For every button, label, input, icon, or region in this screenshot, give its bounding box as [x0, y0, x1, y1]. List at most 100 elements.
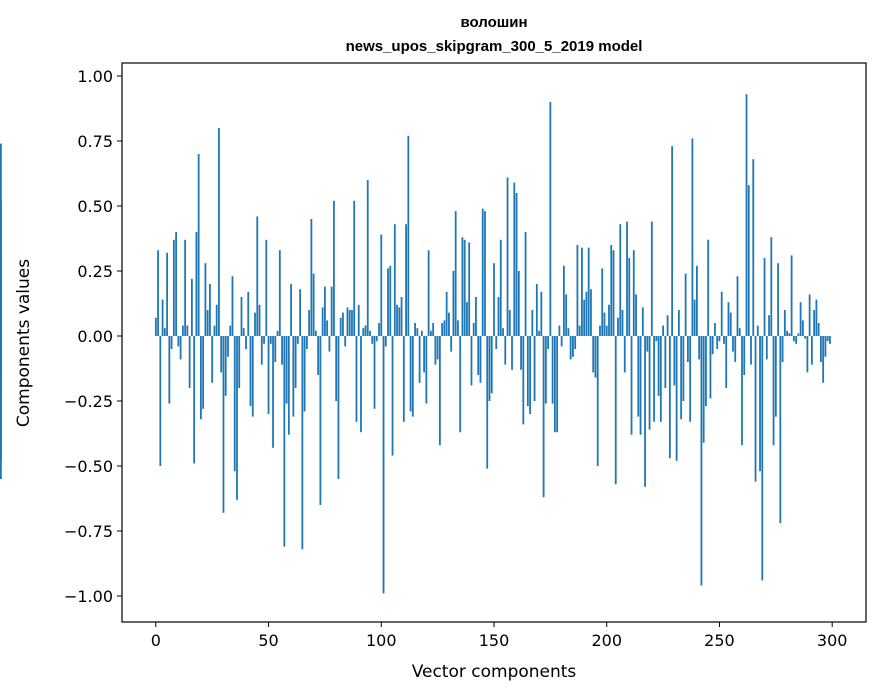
bar-25 [211, 336, 214, 383]
bar-63 [296, 336, 299, 344]
bar-3 [161, 299, 164, 336]
bar-135 [459, 336, 462, 433]
bar-127 [441, 323, 444, 336]
bar-210 [628, 258, 631, 336]
bar-142 [475, 297, 477, 336]
bar-51 [269, 336, 272, 344]
bar-227 [666, 315, 669, 336]
bar-208 [623, 336, 626, 373]
bar-172 [542, 336, 545, 498]
y-tick-label: 0.50 [77, 197, 113, 216]
bar-150 [493, 263, 495, 336]
y-tick-label: −1.00 [64, 587, 113, 606]
bar-49 [265, 239, 268, 336]
bar-112 [407, 135, 410, 336]
bar-141 [472, 323, 475, 336]
bar-133 [454, 211, 457, 336]
bar-45 [256, 216, 259, 336]
bar-205 [617, 317, 619, 336]
bar-246 [709, 336, 712, 399]
y-tick-label: 0.75 [77, 132, 113, 151]
chart-title: волошин [460, 14, 527, 31]
bar-43 [251, 336, 254, 417]
bar-203 [612, 250, 615, 336]
bar-58 [285, 336, 288, 404]
bar-288 [804, 336, 807, 339]
y-tick-label: −0.50 [64, 457, 113, 476]
bar-207 [621, 310, 624, 336]
bar-291 [810, 336, 813, 365]
bar-213 [635, 294, 637, 336]
bar-67 [305, 336, 308, 349]
bar-247 [711, 336, 714, 355]
bar-264 [750, 336, 752, 365]
bar-73 [319, 336, 322, 505]
bar-187 [576, 245, 579, 336]
bar-201 [608, 304, 610, 336]
bar-122 [429, 330, 432, 336]
bar-182 [565, 294, 568, 336]
bar-179 [558, 325, 561, 336]
bar-198 [601, 268, 604, 336]
bar-280 [786, 330, 788, 336]
bar-102 [384, 336, 387, 347]
bar-171 [540, 291, 543, 336]
bar-218 [646, 336, 649, 352]
bar-16 [190, 278, 193, 336]
x-tick-label: 250 [704, 631, 735, 650]
bar-271 [765, 336, 768, 360]
bar-56 [281, 336, 283, 365]
bar-55 [278, 250, 281, 336]
bar-13 [184, 239, 187, 336]
bar-284 [795, 336, 798, 344]
bar-8 [172, 239, 175, 336]
bar-229 [671, 146, 674, 336]
bar-121 [427, 250, 430, 336]
bar-50 [267, 336, 270, 414]
bar-41 [247, 291, 250, 336]
bar-68 [308, 310, 311, 336]
bar-186 [574, 336, 577, 349]
bar-100 [380, 234, 383, 336]
x-tick-label: 100 [366, 631, 397, 650]
bar-224 [659, 336, 662, 422]
bar-71 [314, 330, 317, 336]
bar-undefined [0, 336, 2, 347]
bar-298 [826, 336, 829, 342]
bar-10 [177, 336, 180, 347]
bar-269 [761, 336, 764, 581]
bar-52 [272, 336, 274, 448]
bar-283 [792, 336, 795, 342]
bar-7 [170, 336, 173, 349]
bar-124 [434, 336, 437, 365]
bar-215 [639, 336, 642, 435]
bar-244 [705, 336, 707, 407]
bar-242 [700, 336, 703, 586]
bar-233 [680, 336, 683, 420]
bar-140 [470, 336, 473, 386]
bar-295 [820, 336, 822, 362]
y-tick-label: 0.25 [77, 262, 113, 281]
bar-108 [398, 307, 401, 336]
bar-0 [154, 317, 157, 336]
bar-166 [529, 336, 531, 414]
bar-232 [677, 310, 680, 336]
bar-110 [402, 336, 405, 422]
bar-80 [335, 336, 338, 401]
bar-139 [468, 242, 471, 336]
bar-189 [581, 247, 583, 336]
bar-169 [535, 284, 538, 336]
plot-frame [121, 62, 867, 623]
bar-279 [783, 310, 786, 336]
bar-1 [157, 250, 159, 336]
bar-299 [829, 336, 831, 344]
bar-167 [531, 310, 534, 336]
bar-39 [242, 328, 245, 336]
bar-272 [768, 315, 770, 336]
bar-undefined [0, 336, 2, 479]
bar-93 [364, 325, 367, 336]
bar-235 [684, 273, 687, 336]
bar-160 [515, 193, 518, 336]
bar-83 [342, 312, 344, 336]
